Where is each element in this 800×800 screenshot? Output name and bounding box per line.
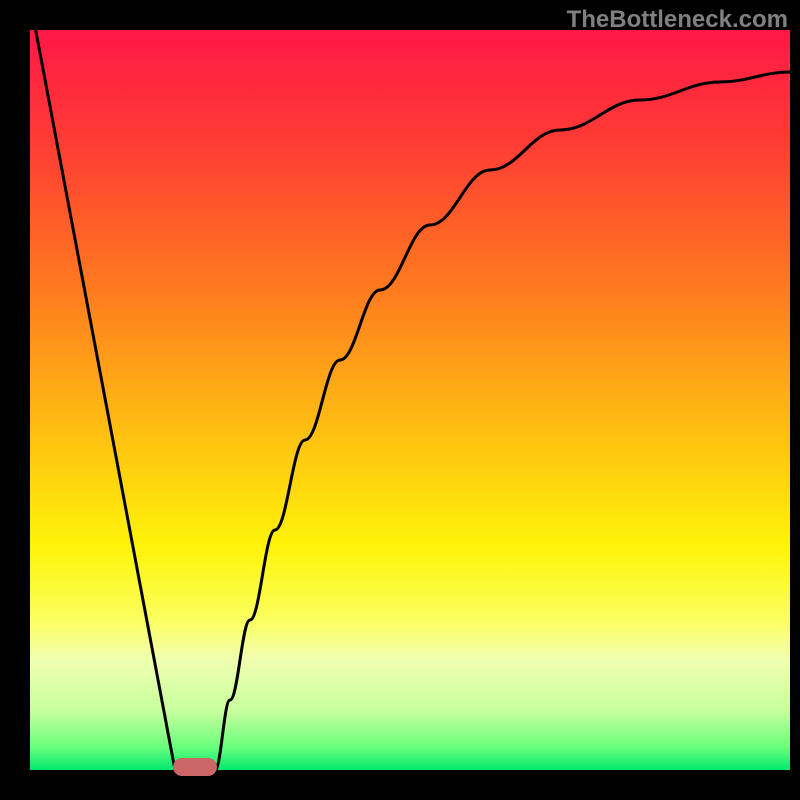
optimal-zone-marker <box>173 758 217 776</box>
watermark-text: TheBottleneck.com <box>567 6 788 34</box>
plot-background <box>30 30 790 770</box>
bottleneck-chart <box>0 0 800 800</box>
chart-container: TheBottleneck.com <box>0 0 800 800</box>
